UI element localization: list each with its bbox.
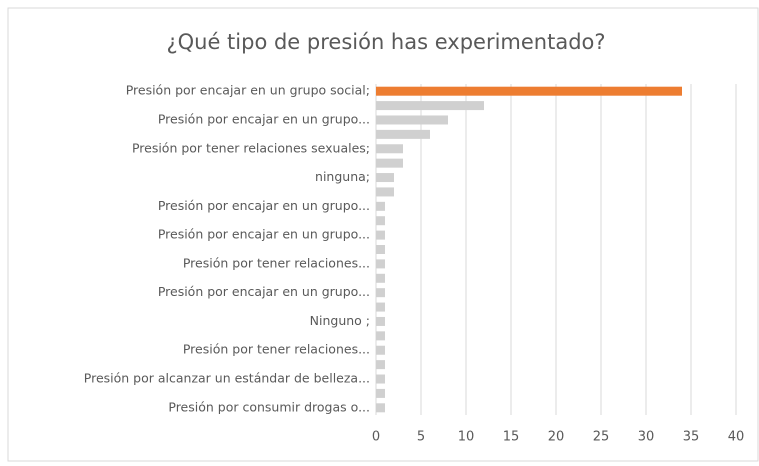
- y-tick-label: Ninguno ;: [310, 313, 370, 328]
- bar: [376, 259, 385, 269]
- y-tick-label: Presión por tener relaciones sexuales;: [132, 140, 370, 155]
- bar: [376, 388, 385, 398]
- bar: [376, 374, 385, 384]
- bar: [376, 144, 403, 154]
- bar: [376, 273, 385, 283]
- bar: [376, 201, 385, 211]
- bar: [376, 245, 385, 254]
- bar: [376, 288, 385, 298]
- y-tick-label: Presión por encajar en un grupo...: [158, 111, 370, 126]
- y-tick-label: Presión por tener relaciones...: [183, 342, 370, 357]
- bar: [376, 345, 385, 355]
- x-tick-label: 15: [503, 430, 520, 445]
- bar: [376, 331, 385, 341]
- y-tick-label: Presión por encajar en un grupo...: [158, 227, 370, 242]
- x-tick-label: 25: [593, 430, 610, 445]
- x-tick-label: 0: [372, 430, 380, 445]
- x-tick-label: 30: [638, 430, 655, 445]
- y-tick-label: Presión por alcanzar un estándar de bell…: [84, 371, 370, 386]
- bar: [376, 403, 385, 413]
- bar: [376, 173, 394, 183]
- y-tick-label: Presión por encajar en un grupo...: [158, 284, 370, 299]
- y-tick-label: Presión por encajar en un grupo...: [158, 198, 370, 213]
- bar: [376, 216, 385, 226]
- x-tick-label: 40: [728, 430, 745, 445]
- bar: [376, 86, 682, 96]
- y-tick-label: Presión por tener relaciones...: [183, 255, 370, 270]
- bar: [376, 187, 394, 197]
- bar: [376, 115, 448, 125]
- bar: [376, 230, 385, 240]
- x-tick-label: 20: [548, 430, 565, 445]
- y-tick-label: ninguna;: [315, 169, 370, 184]
- bar: [376, 101, 484, 111]
- chart-title: ¿Qué tipo de presión has experimentado?: [166, 30, 605, 54]
- y-tick-label: Presión por consumir drogas o...: [168, 399, 370, 414]
- bar: [376, 158, 403, 168]
- bar: [376, 360, 385, 370]
- x-tick-label: 5: [417, 430, 425, 445]
- bar: [376, 302, 385, 312]
- x-tick-label: 35: [683, 430, 700, 445]
- bar: [376, 129, 430, 139]
- x-tick-label: 10: [458, 430, 475, 445]
- bar: [376, 316, 385, 326]
- y-tick-label: Presión por encajar en un grupo social;: [126, 83, 370, 98]
